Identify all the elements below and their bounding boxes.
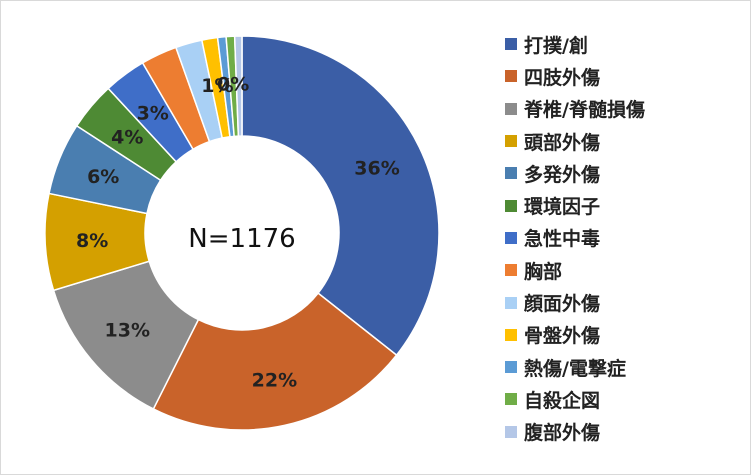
- legend-swatch: [505, 264, 517, 277]
- legend-label: 打撲/創: [524, 34, 588, 57]
- legend-label: 腹部外傷: [524, 422, 601, 445]
- legend-label: 脊椎/脊髄損傷: [524, 99, 645, 122]
- legend-swatch: [505, 70, 517, 83]
- slice-13: [233, 35, 243, 137]
- slice-1: [241, 35, 440, 357]
- legend-label: 環境因子: [524, 196, 601, 219]
- legend-swatch: [505, 38, 517, 51]
- legend-label: 骨盤外傷: [524, 325, 601, 348]
- legend-item: 四肢外傷: [505, 60, 645, 92]
- legend-swatch: [505, 102, 517, 115]
- legend-swatch: [505, 296, 517, 309]
- legend-swatch: [505, 393, 517, 406]
- legend-item: 打撲/創: [505, 28, 645, 60]
- legend-swatch: [505, 231, 517, 244]
- legend-item: 環境因子: [505, 189, 645, 221]
- data-label-7: 3%: [137, 102, 169, 124]
- legend-item: 骨盤外傷: [505, 319, 645, 351]
- data-label-2: 22%: [252, 369, 297, 391]
- legend-label: 胸部: [524, 260, 563, 283]
- legend-swatch: [505, 425, 517, 438]
- legend-item: 頭部外傷: [505, 125, 645, 157]
- legend-label: 急性中毒: [524, 228, 601, 251]
- legend-swatch: [505, 361, 517, 374]
- legend-label: 自殺企図: [524, 389, 601, 412]
- legend-item: 多発外傷: [505, 157, 645, 189]
- data-label-12: 0%: [217, 73, 249, 95]
- legend-swatch: [505, 135, 517, 148]
- data-label-6: 4%: [111, 126, 143, 148]
- legend-item: 脊椎/脊髄損傷: [505, 93, 645, 125]
- data-label-10: 1%: [201, 75, 233, 97]
- legend-item: 急性中毒: [505, 222, 645, 254]
- legend-swatch: [505, 328, 517, 341]
- data-label-5: 6%: [87, 166, 119, 188]
- legend-item: 胸部: [505, 254, 645, 286]
- legend-label: 四肢外傷: [524, 66, 601, 89]
- legend-label: 熱傷/電撃症: [524, 357, 626, 380]
- data-label-3: 13%: [105, 320, 150, 342]
- legend-label: 顔面外傷: [524, 293, 601, 316]
- legend-label: 頭部外傷: [524, 131, 601, 154]
- data-labels: 36% 22% 13% 8% 6% 4%3% 1%0%: [76, 73, 400, 391]
- legend-swatch: [505, 199, 517, 212]
- data-label-4: 8%: [76, 230, 108, 252]
- legend-item: 顔面外傷: [505, 286, 645, 318]
- legend-item: 腹部外傷: [505, 416, 645, 448]
- donut-slices: [44, 35, 440, 431]
- legend-label: 多発外傷: [524, 163, 601, 186]
- chart-legend: 打撲/創四肢外傷脊椎/脊髄損傷 頭部外傷多発外傷環境因子急性中毒胸部顔面外傷骨盤外…: [505, 28, 645, 448]
- legend-swatch: [505, 167, 517, 180]
- slice-2: [152, 292, 398, 431]
- legend-item: 熱傷/電撃症: [505, 351, 645, 383]
- legend-item: 自殺企図: [505, 383, 645, 415]
- center-total-label: N=1176: [188, 224, 295, 254]
- data-label-1: 36%: [354, 158, 399, 180]
